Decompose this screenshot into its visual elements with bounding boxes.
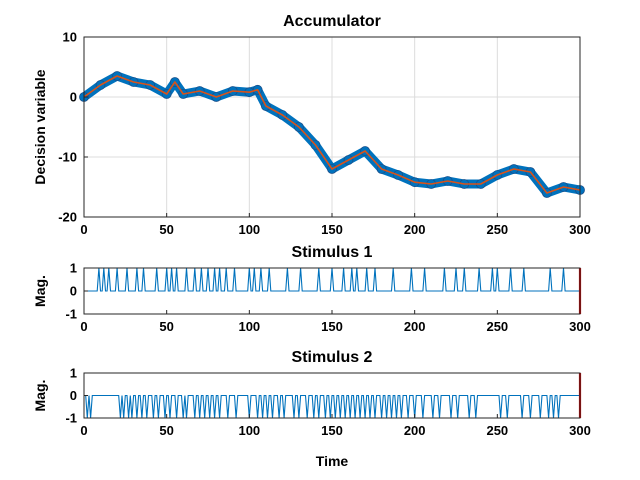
stimulus-1-y-tick-label: 0: [70, 284, 77, 299]
stimulus-2-x-tick-label: 50: [159, 423, 173, 438]
stimulus-2-x-tick-label: 300: [569, 423, 591, 438]
stimulus-2-title: Stimulus 2: [292, 349, 373, 366]
stimulus-2-x-tick-label: 0: [80, 423, 87, 438]
stimulus-2-y-axis-label: Mag.: [32, 380, 48, 412]
accumulator-x-tick-label: 0: [80, 222, 87, 237]
stimulus-1-x-tick-label: 300: [569, 319, 591, 334]
stimulus-2-y-tick-label: 1: [70, 366, 77, 381]
accumulator-y-tick-label: -10: [58, 150, 77, 165]
stimulus-1-x-tick-label: 50: [159, 319, 173, 334]
accumulator-x-tick-label: 150: [321, 222, 343, 237]
stimulus-2-x-tick-label: 200: [404, 423, 426, 438]
accumulator-x-tick-label: 50: [159, 222, 173, 237]
stimulus-1-x-tick-label: 250: [486, 319, 508, 334]
accumulator-x-tick-label: 300: [569, 222, 591, 237]
accumulator-line: [83, 75, 581, 194]
accumulator-x-tick-label: 250: [486, 222, 508, 237]
stimulus-1-title: Stimulus 1: [292, 244, 373, 261]
stimulus-2-signal-line: [84, 394, 580, 419]
stimulus-1-x-tick-label: 0: [80, 319, 87, 334]
stimulus-1-x-tick-label: 100: [238, 319, 260, 334]
accumulator-title: Accumulator: [283, 13, 381, 30]
stimulus-1-y-tick-label: 1: [70, 261, 77, 276]
accumulator-x-tick-label: 200: [404, 222, 426, 237]
stimulus-1-y-axis-label: Mag.: [32, 275, 48, 307]
accumulator-y-axis-label: Decision variable: [32, 69, 48, 184]
stimulus-1-y-tick-label: -1: [65, 307, 77, 322]
accumulator-y-tick-label: 10: [63, 30, 77, 45]
accumulator-y-tick-label: -20: [58, 210, 77, 225]
stimulus-2-y-tick-label: 0: [70, 388, 77, 403]
stimulus-2-x-tick-label: 250: [486, 423, 508, 438]
stimulus-2-y-tick-label: -1: [65, 411, 77, 426]
stimulus-2-x-axis-label: Time: [316, 453, 349, 469]
stimulus-2-x-tick-label: 150: [321, 423, 343, 438]
stimulus-2-x-tick-label: 100: [238, 423, 260, 438]
accumulator-panel: 0 50 100 150 200 250 300 -20 -10 0 10 Accumulator De…: [32, 13, 591, 237]
accumulator-y-tick-label: 0: [70, 90, 77, 105]
stimulus-1-x-tick-label: 150: [321, 319, 343, 334]
accumulator-x-tick-label: 100: [238, 222, 260, 237]
stimulus-1-x-tick-label: 200: [404, 319, 426, 334]
